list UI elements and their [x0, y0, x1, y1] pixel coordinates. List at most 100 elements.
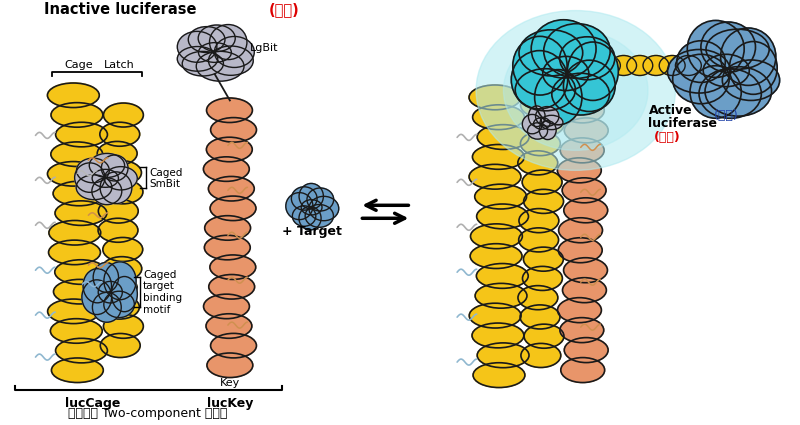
Ellipse shape [524, 189, 563, 213]
Ellipse shape [476, 264, 528, 288]
Ellipse shape [511, 51, 568, 109]
Ellipse shape [523, 247, 563, 271]
Ellipse shape [578, 56, 604, 76]
Ellipse shape [98, 199, 138, 223]
Ellipse shape [178, 46, 218, 71]
Ellipse shape [562, 278, 606, 303]
Ellipse shape [83, 269, 111, 303]
Ellipse shape [198, 42, 231, 62]
Ellipse shape [104, 291, 134, 317]
Ellipse shape [51, 103, 103, 127]
Ellipse shape [470, 303, 521, 328]
Text: Key: Key [220, 378, 240, 388]
Ellipse shape [527, 123, 547, 139]
Ellipse shape [470, 224, 522, 249]
Ellipse shape [518, 228, 558, 252]
Ellipse shape [203, 294, 250, 319]
Ellipse shape [209, 176, 254, 201]
Text: LgBit: LgBit [250, 42, 278, 53]
Ellipse shape [524, 324, 564, 348]
Ellipse shape [475, 283, 527, 308]
Ellipse shape [518, 286, 558, 310]
Ellipse shape [56, 122, 107, 147]
Ellipse shape [210, 255, 256, 279]
Text: 디자인된 Two-component 시스템: 디자인된 Two-component 시스템 [69, 407, 228, 419]
Ellipse shape [478, 125, 529, 150]
Ellipse shape [518, 151, 558, 175]
Ellipse shape [535, 107, 559, 126]
Ellipse shape [521, 343, 561, 368]
Ellipse shape [102, 155, 128, 181]
Ellipse shape [196, 51, 244, 81]
Ellipse shape [54, 279, 106, 304]
Ellipse shape [93, 263, 118, 292]
Text: (암흑): (암흑) [268, 2, 299, 17]
Ellipse shape [98, 281, 122, 303]
Ellipse shape [210, 118, 257, 142]
Ellipse shape [561, 98, 604, 123]
Ellipse shape [206, 314, 252, 338]
Ellipse shape [214, 37, 254, 68]
Ellipse shape [524, 112, 564, 136]
Ellipse shape [473, 363, 525, 388]
Text: Active: Active [649, 104, 692, 117]
Ellipse shape [701, 22, 755, 72]
Ellipse shape [562, 56, 588, 76]
Ellipse shape [730, 42, 777, 94]
Ellipse shape [309, 196, 338, 221]
Ellipse shape [92, 169, 118, 187]
Ellipse shape [206, 98, 253, 122]
Ellipse shape [291, 187, 317, 210]
Ellipse shape [529, 106, 545, 127]
Ellipse shape [182, 51, 223, 76]
Ellipse shape [299, 184, 323, 209]
Ellipse shape [53, 181, 105, 206]
Ellipse shape [210, 196, 256, 221]
Ellipse shape [299, 207, 321, 230]
Ellipse shape [558, 298, 602, 323]
Ellipse shape [55, 201, 107, 225]
Ellipse shape [643, 56, 669, 76]
Ellipse shape [98, 218, 138, 242]
Ellipse shape [209, 275, 254, 299]
Ellipse shape [513, 36, 567, 95]
Ellipse shape [567, 42, 618, 100]
Ellipse shape [203, 157, 250, 181]
Ellipse shape [705, 67, 771, 116]
Ellipse shape [687, 20, 744, 77]
Ellipse shape [92, 292, 122, 322]
Ellipse shape [476, 11, 675, 170]
Ellipse shape [563, 60, 615, 111]
Ellipse shape [470, 244, 522, 269]
Ellipse shape [522, 114, 542, 134]
Ellipse shape [98, 276, 138, 300]
Ellipse shape [722, 60, 780, 100]
Ellipse shape [76, 175, 112, 200]
Ellipse shape [100, 334, 140, 357]
Ellipse shape [521, 93, 561, 117]
Ellipse shape [103, 314, 143, 338]
Ellipse shape [515, 69, 575, 111]
Ellipse shape [98, 142, 137, 165]
Ellipse shape [100, 122, 140, 146]
Ellipse shape [301, 200, 322, 215]
Ellipse shape [104, 262, 136, 300]
Text: Latch: Latch [104, 60, 134, 71]
Ellipse shape [690, 66, 742, 118]
Ellipse shape [562, 178, 606, 203]
Ellipse shape [667, 49, 730, 93]
Ellipse shape [561, 357, 605, 383]
Ellipse shape [210, 25, 247, 60]
Ellipse shape [675, 56, 702, 76]
Ellipse shape [546, 56, 572, 76]
Ellipse shape [92, 178, 122, 205]
Ellipse shape [564, 337, 608, 363]
Ellipse shape [206, 137, 252, 162]
Ellipse shape [102, 257, 142, 280]
Ellipse shape [50, 319, 102, 343]
Ellipse shape [522, 266, 562, 290]
Ellipse shape [531, 20, 596, 78]
Ellipse shape [558, 238, 602, 263]
Ellipse shape [100, 172, 132, 204]
Ellipse shape [102, 161, 142, 184]
